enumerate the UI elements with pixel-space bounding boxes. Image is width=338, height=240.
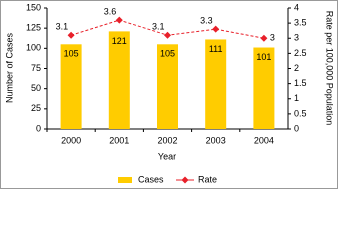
rate-marker bbox=[164, 31, 171, 39]
y-tick-label: 50 bbox=[31, 83, 41, 93]
y-tick-label: 25 bbox=[31, 103, 41, 113]
y-tick-label: 100 bbox=[26, 43, 41, 53]
bar bbox=[253, 47, 275, 129]
bar-value-label: 111 bbox=[209, 44, 223, 54]
legend-marker bbox=[181, 176, 189, 184]
bar-value-label: 105 bbox=[64, 49, 79, 59]
rate-value-label: 3.1 bbox=[152, 22, 165, 32]
y2-tick-label: 3.5 bbox=[294, 18, 307, 28]
chart: Number of Cases Rate per 100,000 Populat… bbox=[0, 0, 338, 189]
rate-marker bbox=[67, 31, 75, 39]
rate-value-label: 3.1 bbox=[56, 22, 69, 32]
y-axis-title: Number of Cases bbox=[4, 32, 14, 103]
y-tick-label: 0 bbox=[36, 123, 41, 133]
x-axis-title: Year bbox=[158, 151, 176, 161]
legend-label: Rate bbox=[198, 174, 217, 184]
x-tick-label: 2004 bbox=[254, 135, 274, 145]
y2-tick-label: 0 bbox=[294, 123, 299, 133]
bar bbox=[108, 31, 130, 129]
bar bbox=[157, 44, 178, 129]
rate-marker bbox=[115, 16, 123, 24]
y-tick-label: 75 bbox=[31, 63, 41, 73]
rate-value-label: 3.3 bbox=[200, 16, 213, 26]
y2-tick-label: 4 bbox=[294, 2, 299, 12]
x-tick-label: 2001 bbox=[109, 135, 129, 145]
y2-tick-label: 3 bbox=[294, 33, 299, 43]
y2-tick-label: 2 bbox=[294, 63, 299, 73]
bar-value-label: 121 bbox=[112, 36, 127, 46]
bar-value-label: 105 bbox=[160, 49, 175, 59]
rate-marker bbox=[212, 25, 220, 33]
rate-value-label: 3.6 bbox=[104, 6, 117, 16]
y-tick-label: 125 bbox=[26, 23, 41, 33]
y2-tick-label: 1.5 bbox=[294, 78, 307, 88]
rate-value-label: 3 bbox=[270, 33, 275, 43]
bar bbox=[60, 44, 82, 129]
x-tick-label: 2002 bbox=[157, 135, 177, 145]
x-tick-label: 2000 bbox=[61, 135, 81, 145]
x-tick-label: 2003 bbox=[206, 135, 226, 145]
rate-marker bbox=[260, 34, 268, 42]
y-tick-label: 150 bbox=[26, 2, 41, 12]
bar-value-label: 101 bbox=[256, 52, 271, 62]
y2-axis-title: Rate per 100,000 Population bbox=[325, 11, 335, 126]
y2-tick-label: 2.5 bbox=[294, 48, 307, 58]
y2-tick-label: 0.5 bbox=[294, 108, 307, 118]
legend-label: Cases bbox=[138, 174, 164, 184]
y2-tick-label: 1 bbox=[294, 93, 299, 103]
legend-swatch bbox=[118, 177, 132, 183]
bar bbox=[205, 39, 227, 129]
